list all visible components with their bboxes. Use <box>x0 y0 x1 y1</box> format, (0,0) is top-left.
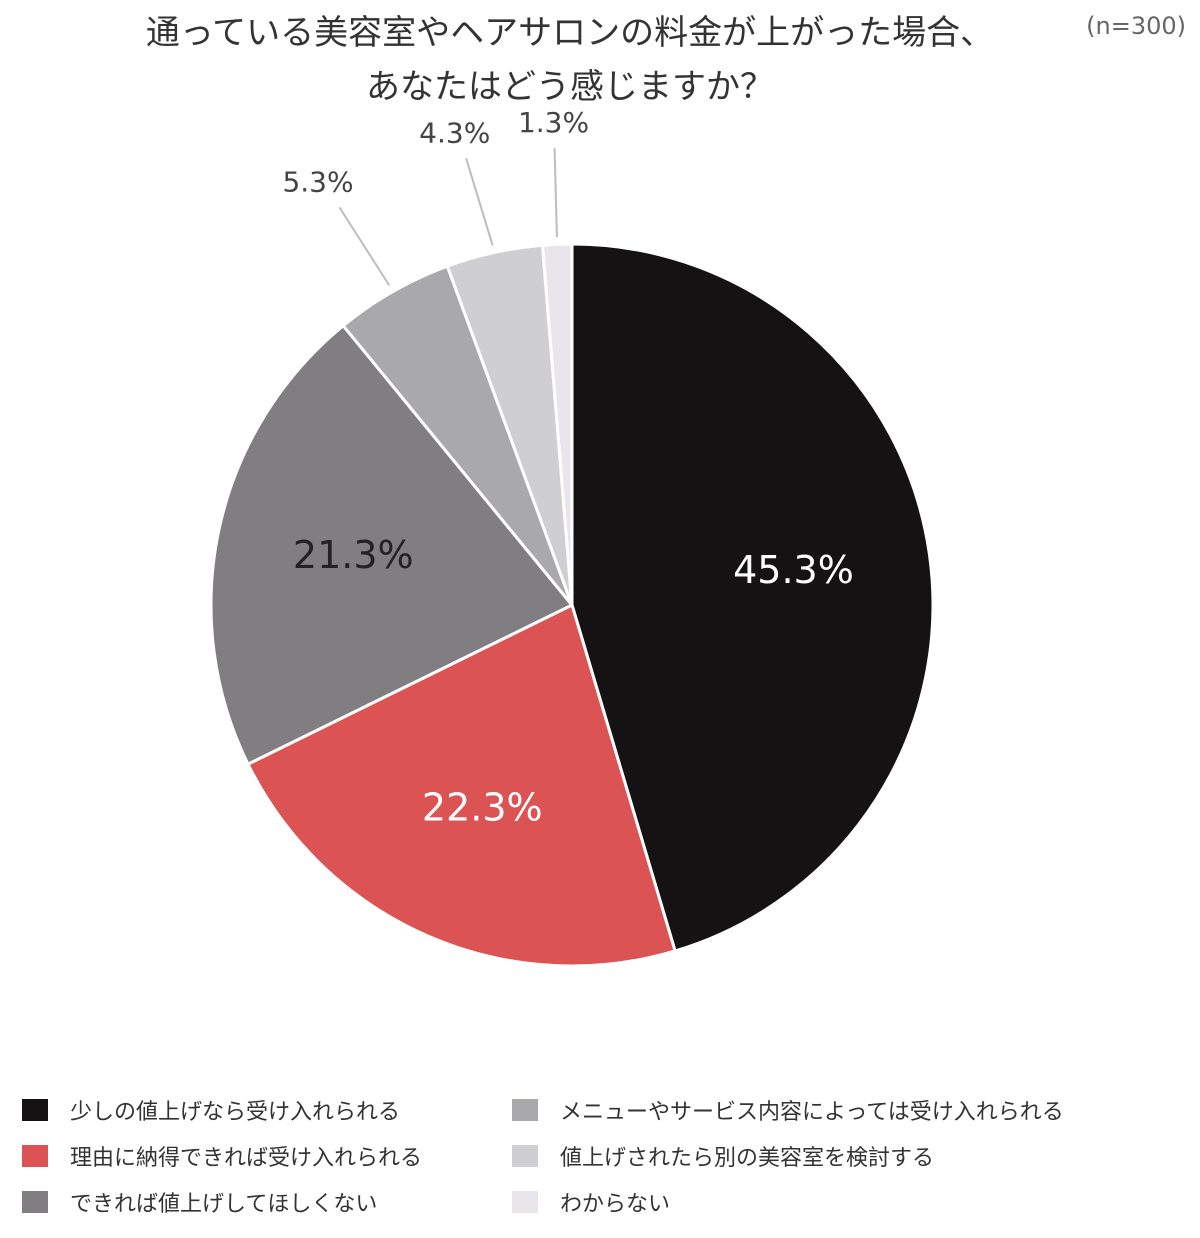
legend-swatch-6 <box>512 1191 538 1213</box>
pie-slice-label-6: 1.3% <box>518 106 589 139</box>
pie-leader-line-5 <box>465 158 494 246</box>
legend-label-3: できれば値上げしてほしくない <box>70 1192 378 1217</box>
chart-title-line-1: 通っている美容室やヘアサロンの料金が上がった場合、 <box>145 13 995 53</box>
pie-slice-1 <box>570 242 935 953</box>
chart-legend: 少しの値上げなら受け入れられる 理由に納得できれば受け入れられる できれば値上げして… <box>22 1090 1182 1230</box>
pie-slice-label-1: 45.3% <box>733 548 854 592</box>
legend-swatch-3 <box>22 1191 48 1213</box>
pie-leader-line-6 <box>553 148 558 238</box>
legend-label-6: わからない <box>560 1192 671 1217</box>
legend-item-2: 理由に納得できれば受け入れられる <box>22 1136 422 1176</box>
pie-slice-label-3: 21.3% <box>293 533 414 577</box>
legend-label-4: メニューやサービス内容によっては受け入れられる <box>560 1100 1064 1125</box>
pie-slice-2 <box>246 603 677 968</box>
legend-item-5: 値上げされたら別の美容室を検討する <box>512 1136 934 1176</box>
chart-title: 通っている美容室やヘアサロンの料金が上がった場合、 あなたはどう感じますか？ <box>40 6 1100 114</box>
legend-item-3: できれば値上げしてほしくない <box>22 1182 377 1222</box>
legend-item-6: わからない <box>512 1182 670 1222</box>
pie-slice-3 <box>209 324 574 766</box>
legend-label-2: 理由に納得できれば受け入れられる <box>70 1146 423 1171</box>
pie-slice-label-2: 22.3% <box>422 786 543 830</box>
legend-item-1: 少しの値上げなら受け入れられる <box>22 1090 400 1130</box>
sample-size-note: (n=300) <box>1086 12 1186 40</box>
legend-swatch-4 <box>512 1099 538 1121</box>
legend-swatch-2 <box>22 1145 48 1167</box>
legend-item-4: メニューやサービス内容によっては受け入れられる <box>512 1090 1064 1130</box>
legend-label-5: 値上げされたら別の美容室を検討する <box>560 1146 935 1171</box>
chart-title-line-2: あなたはどう感じますか？ <box>366 67 774 107</box>
pie-chart: 45.3% 22.3% 21.3% 5.3% 4.3% 1.3% <box>209 106 935 968</box>
pie-slice-label-5: 4.3% <box>419 116 490 149</box>
pie-slice-label-4: 5.3% <box>282 165 353 198</box>
legend-swatch-1 <box>22 1099 48 1121</box>
legend-swatch-5 <box>512 1145 538 1167</box>
pie-leader-line-4 <box>338 206 391 286</box>
pie-slice-6 <box>540 242 574 607</box>
legend-label-1: 少しの値上げなら受け入れられる <box>70 1100 401 1125</box>
